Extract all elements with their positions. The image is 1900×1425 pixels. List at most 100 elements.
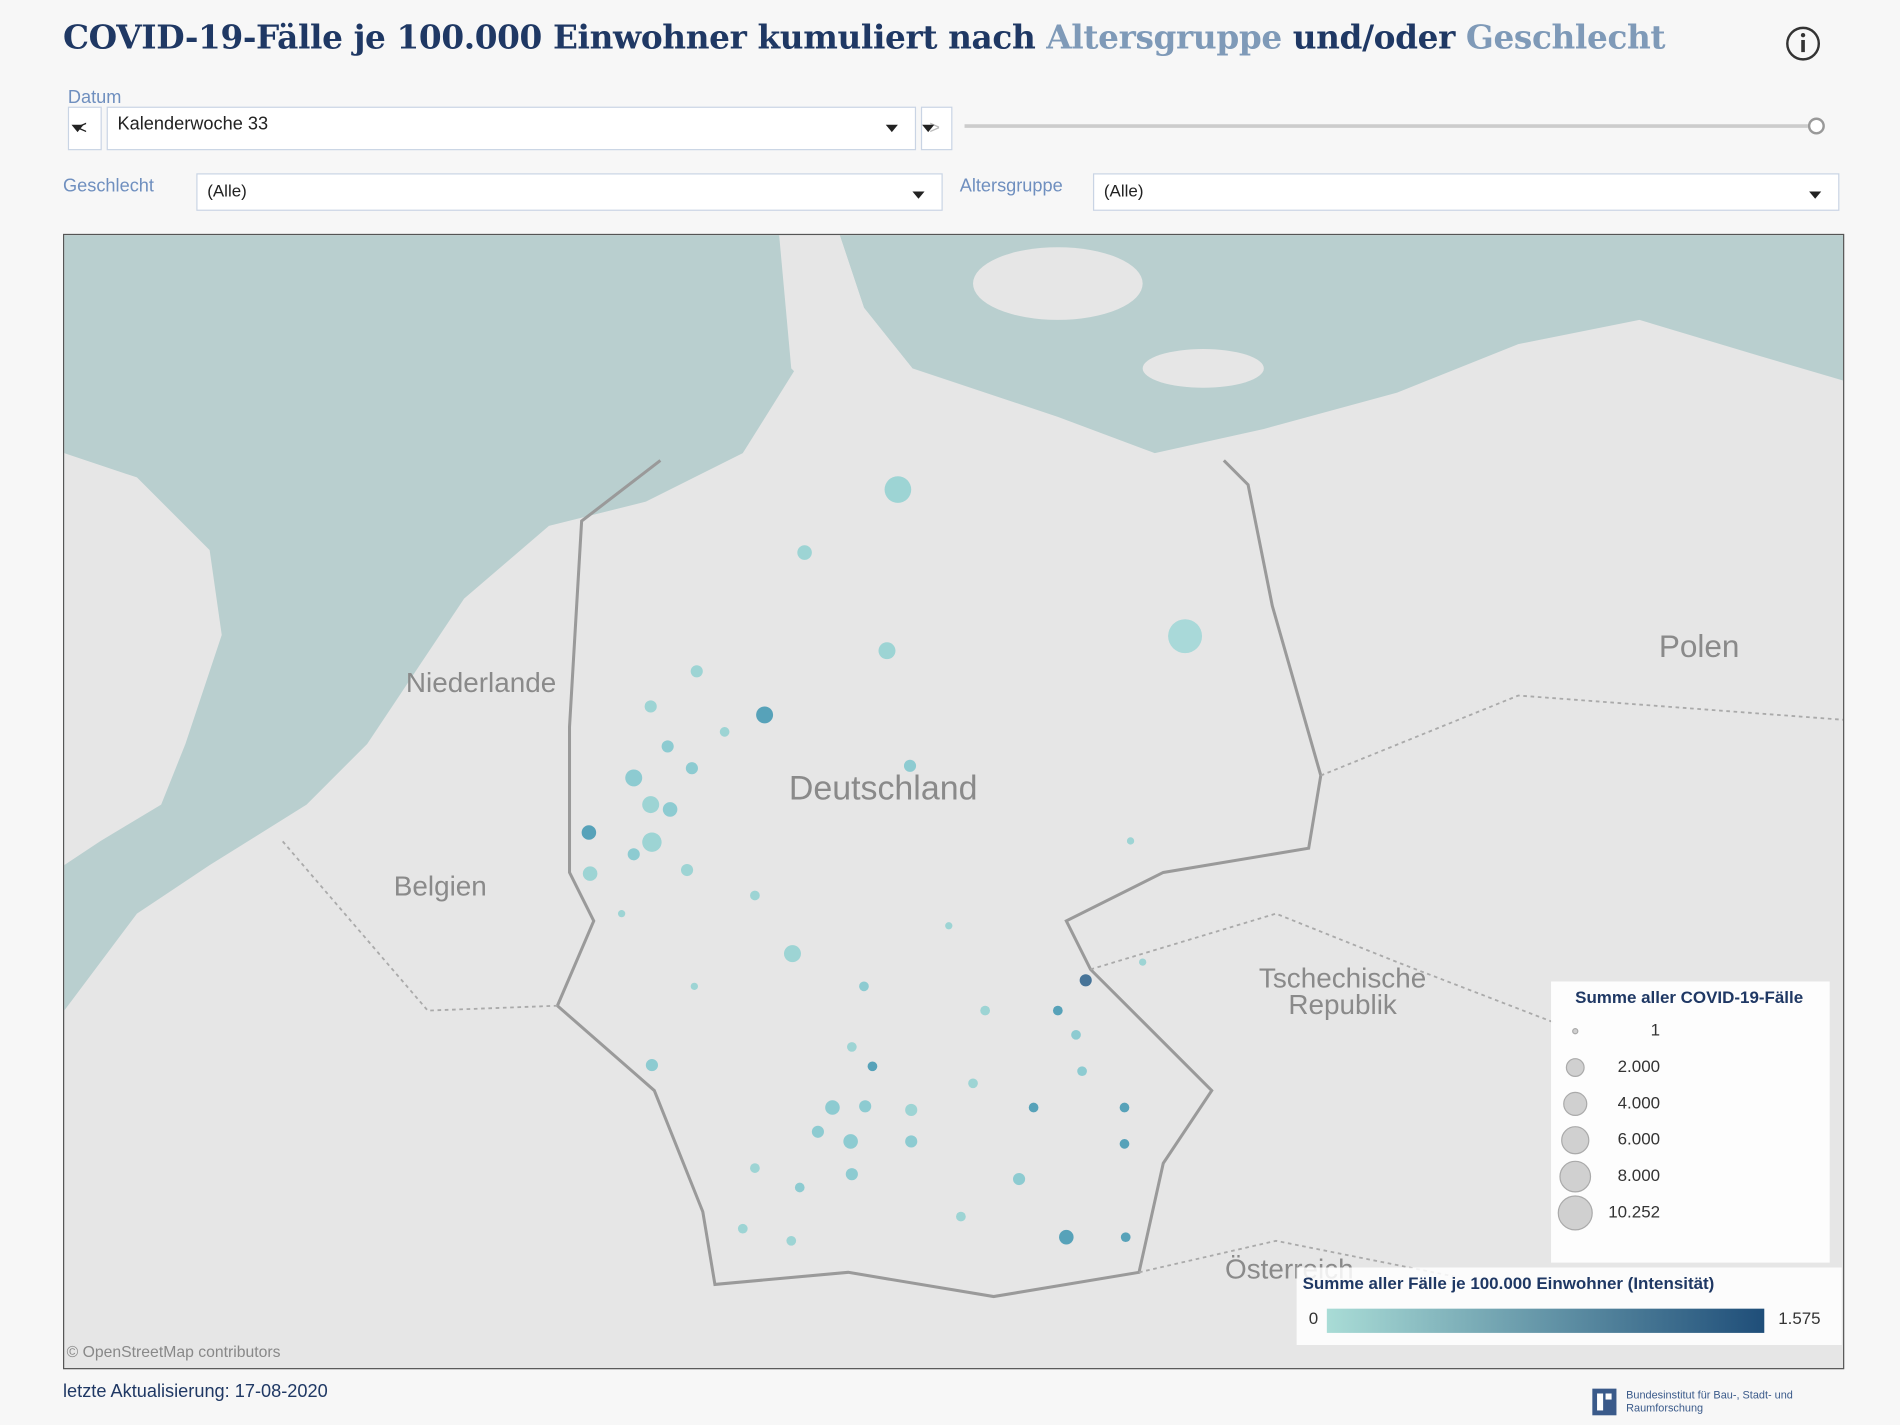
bubble: [581, 825, 597, 840]
bubble: [794, 1182, 805, 1193]
title-part: Geschlecht: [1465, 19, 1666, 57]
land: [779, 235, 913, 417]
bubble: [1168, 619, 1203, 654]
bubble: [617, 910, 626, 918]
bubble: [878, 642, 896, 660]
size-legend-label: 1: [1651, 1021, 1660, 1040]
bubble: [1077, 1066, 1087, 1077]
bubble: [786, 1235, 797, 1246]
size-legend: Summe aller COVID-19-Fälle 1 2.000 4.000 6.…: [1551, 981, 1830, 1263]
bubble: [690, 665, 703, 678]
bubble: [680, 863, 694, 877]
size-legend-label: 4.000: [1618, 1093, 1660, 1112]
land: [973, 247, 1143, 320]
bubble: [968, 1078, 978, 1089]
bubble: [1013, 1172, 1026, 1186]
date-select[interactable]: Kalenderwoche 33: [106, 106, 917, 151]
size-legend-label: 2.000: [1618, 1057, 1660, 1076]
bubble: [783, 945, 801, 963]
logo-icon: [1592, 1388, 1617, 1416]
next-button[interactable]: >: [920, 106, 953, 151]
bubble: [642, 796, 660, 814]
legend-max: 1.575: [1778, 1309, 1820, 1328]
attribution: © OpenStreetMap contributors: [66, 1342, 281, 1361]
country-label: Niederlande: [405, 666, 557, 698]
bubble: [867, 1061, 878, 1072]
title: COVID-19-Fälle je 100.000 Einwohner kumu…: [63, 19, 1676, 57]
map-canvas: [64, 235, 1844, 1299]
age-label: Altersgruppe: [959, 175, 1063, 197]
size-legend-mark: [1557, 1195, 1593, 1231]
bubble: [843, 1134, 858, 1149]
size-legend-mark: [1563, 1091, 1588, 1116]
prev-button[interactable]: <: [67, 106, 102, 151]
bubble: [756, 706, 774, 724]
bubbles: [581, 476, 1203, 1246]
bubble: [1119, 1102, 1130, 1113]
bubble: [625, 769, 643, 787]
bubble: [661, 740, 674, 753]
bubble: [644, 700, 657, 713]
bubble: [719, 727, 730, 737]
bubble: [1139, 958, 1147, 966]
bubble: [859, 1100, 872, 1113]
bubble: [642, 832, 662, 852]
bubble: [980, 1005, 990, 1016]
size-legend-label: 6.000: [1618, 1130, 1660, 1149]
logo-text: Bundesinstitut für Bau-, Stadt- und Raum…: [1626, 1388, 1793, 1415]
bubble: [1052, 1005, 1063, 1016]
size-legend-mark: [1561, 1126, 1590, 1155]
country-label: Deutschland: [788, 769, 978, 808]
size-legend-label: 8.000: [1618, 1166, 1660, 1185]
bubble: [662, 802, 678, 817]
bubble: [750, 1163, 760, 1173]
map: Niederlande Deutschland Belgien Polen Ts…: [63, 233, 1845, 1370]
bubble: [737, 1223, 748, 1234]
size-legend-mark: [1559, 1160, 1592, 1193]
bubble: [859, 981, 869, 992]
bubble: [1079, 974, 1092, 987]
bubble: [1126, 837, 1135, 845]
size-legend-mark: [1572, 1028, 1579, 1035]
bubble: [884, 476, 912, 503]
sex-label: Geschlecht: [63, 175, 154, 197]
bubble: [905, 1103, 918, 1117]
bubble: [846, 1042, 857, 1052]
border: [555, 459, 1323, 1299]
bubble: [903, 759, 917, 772]
date-slider[interactable]: [960, 111, 1832, 143]
title-part: und/oder: [1292, 19, 1456, 57]
legend-title: Summe aller COVID-19-Fälle: [1575, 988, 1803, 1007]
bubble: [811, 1125, 824, 1138]
info-icon[interactable]: [1784, 24, 1823, 63]
land: [1142, 348, 1264, 388]
bubble: [685, 762, 698, 775]
age-select[interactable]: (Alle): [1092, 173, 1840, 211]
bubble: [905, 1135, 918, 1148]
title-part: Altersgruppe: [1046, 19, 1282, 57]
bubble: [627, 848, 640, 861]
land: [64, 453, 222, 866]
update-note: letzte Aktualisierung: 17-08-2020: [63, 1381, 328, 1402]
legend-title: Summe aller Fälle je 100.000 Einwohner (…: [1303, 1274, 1715, 1293]
sex-select[interactable]: (Alle): [196, 173, 943, 211]
title-part: COVID-19-Fälle je 100.000 Einwohner kumu…: [63, 19, 1036, 57]
bubble: [1071, 1029, 1081, 1040]
bubble: [750, 890, 760, 901]
bubble: [1059, 1229, 1074, 1245]
size-legend-label: 10.252: [1608, 1202, 1660, 1221]
date-label: Datum: [67, 87, 122, 108]
bubble: [690, 982, 698, 990]
bubble: [645, 1059, 658, 1072]
bubble: [582, 866, 598, 881]
color-bar: [1326, 1308, 1765, 1333]
bubble: [825, 1100, 840, 1115]
sea: [64, 235, 804, 1011]
bubble: [945, 922, 953, 930]
country-label: Polen: [1658, 627, 1740, 665]
bubble: [1028, 1102, 1039, 1113]
bubble: [845, 1168, 858, 1181]
country-label: Belgien: [393, 870, 487, 902]
size-legend-canvas: Summe aller COVID-19-Fälle 1 2.000 4.000 6.…: [1557, 988, 1803, 1231]
